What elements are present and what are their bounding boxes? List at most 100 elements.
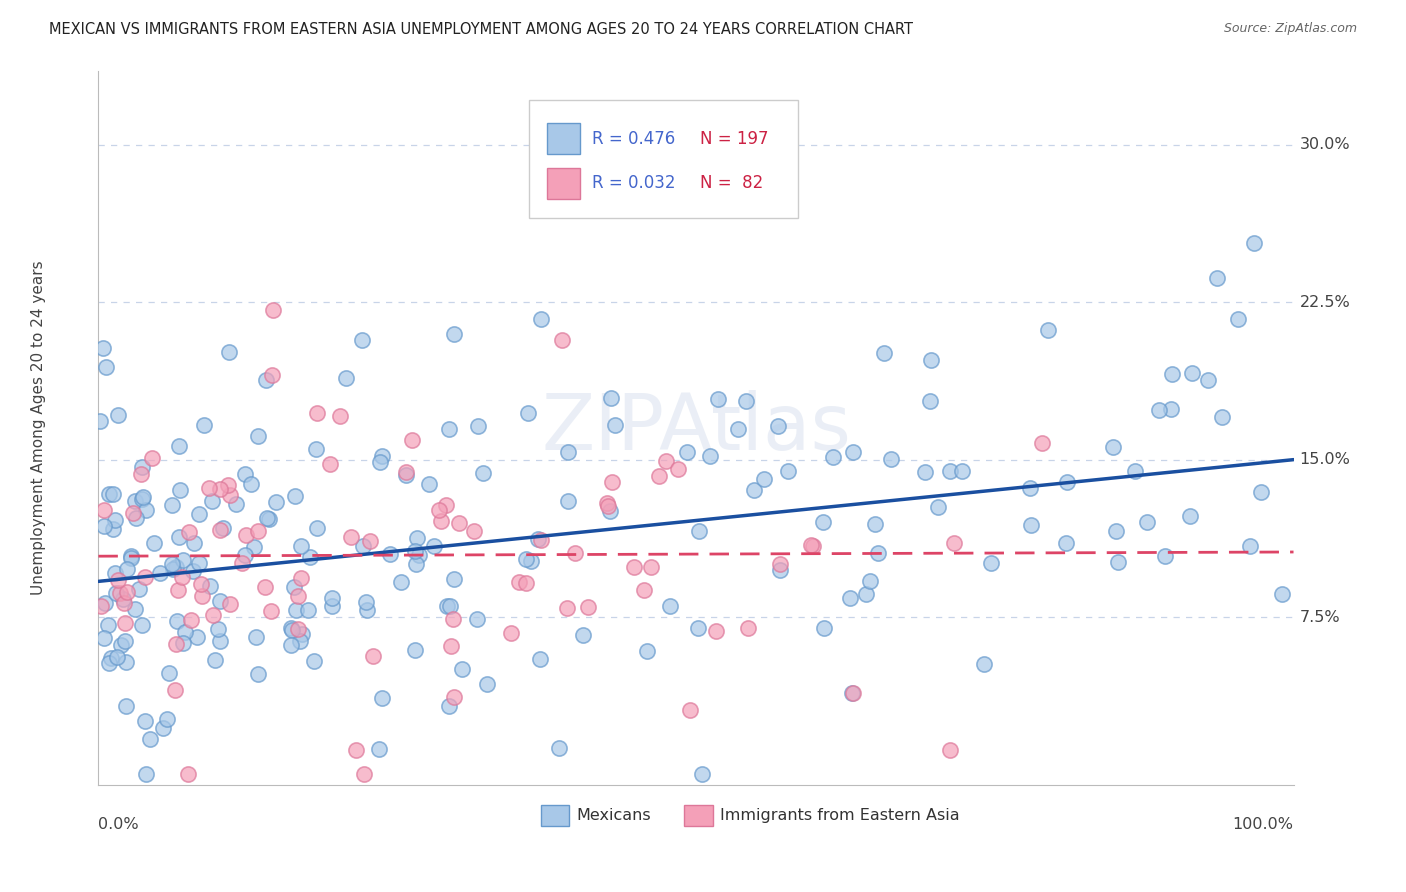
Point: [742, 483, 765, 497]
Point: [547, 741, 569, 756]
Point: [529, 652, 551, 666]
Point: [530, 533, 553, 547]
Point: [391, 574, 413, 589]
Point: [319, 457, 342, 471]
Point: [115, 698, 138, 713]
Point: [104, 585, 127, 599]
Point: [110, 638, 132, 652]
Point: [368, 742, 391, 756]
Point: [167, 582, 190, 597]
Point: [655, 454, 678, 468]
Text: R = 0.032: R = 0.032: [592, 174, 675, 192]
Point: [555, 600, 578, 615]
Point: [128, 582, 150, 596]
Point: [111, 592, 134, 607]
Point: [1227, 312, 1250, 326]
Point: [280, 623, 302, 637]
Point: [1123, 464, 1146, 478]
Point: [107, 573, 129, 587]
Point: [859, 574, 882, 588]
Point: [135, 503, 157, 517]
Point: [443, 572, 465, 586]
Point: [576, 599, 599, 614]
Point: [1019, 518, 1042, 533]
Point: [97, 487, 120, 501]
Point: [93, 631, 115, 645]
Point: [596, 500, 619, 514]
Text: Mexicans: Mexicans: [576, 808, 651, 823]
Point: [686, 621, 709, 635]
Point: [162, 562, 184, 576]
Point: [927, 500, 949, 515]
Point: [167, 439, 190, 453]
Point: [855, 586, 877, 600]
Point: [557, 494, 579, 508]
Point: [841, 686, 863, 700]
Point: [1206, 271, 1229, 285]
Point: [165, 637, 187, 651]
Text: MEXICAN VS IMMIGRANTS FROM EASTERN ASIA UNEMPLOYMENT AMONG AGES 20 TO 24 YEARS C: MEXICAN VS IMMIGRANTS FROM EASTERN ASIA …: [49, 22, 914, 37]
Point: [557, 444, 579, 458]
Point: [329, 409, 352, 423]
Point: [395, 465, 418, 479]
Point: [572, 628, 595, 642]
Point: [1239, 539, 1261, 553]
Point: [737, 621, 759, 635]
Point: [938, 464, 960, 478]
Point: [980, 556, 1002, 570]
Point: [290, 570, 312, 584]
Point: [873, 345, 896, 359]
Point: [89, 415, 111, 429]
Point: [471, 466, 494, 480]
Point: [636, 644, 658, 658]
Point: [157, 666, 180, 681]
Point: [838, 591, 860, 606]
Point: [254, 373, 277, 387]
Point: [304, 654, 326, 668]
Point: [212, 521, 235, 535]
Point: [603, 417, 626, 432]
Point: [131, 467, 153, 481]
Point: [101, 487, 124, 501]
Point: [973, 657, 995, 671]
Point: [114, 634, 136, 648]
Point: [866, 546, 889, 560]
Point: [517, 406, 540, 420]
Point: [1147, 403, 1170, 417]
Point: [477, 676, 499, 690]
Point: [648, 468, 671, 483]
Point: [112, 596, 135, 610]
Point: [1104, 524, 1126, 538]
Point: [183, 564, 205, 578]
Point: [813, 622, 835, 636]
Point: [752, 472, 775, 486]
Text: Unemployment Among Ages 20 to 24 years: Unemployment Among Ages 20 to 24 years: [31, 260, 46, 596]
Point: [114, 655, 136, 669]
Point: [863, 516, 886, 531]
Point: [599, 391, 621, 405]
Point: [218, 345, 240, 359]
Point: [305, 521, 328, 535]
Point: [204, 653, 226, 667]
Point: [283, 580, 305, 594]
Point: [233, 548, 256, 562]
Point: [188, 507, 211, 521]
Point: [134, 570, 156, 584]
Point: [880, 452, 903, 467]
Point: [690, 767, 713, 781]
Point: [530, 312, 553, 326]
Point: [165, 683, 187, 698]
Point: [101, 522, 124, 536]
Point: [98, 657, 121, 671]
Point: [361, 648, 384, 663]
Point: [623, 560, 645, 574]
Point: [1161, 367, 1184, 381]
Point: [418, 476, 440, 491]
Point: [166, 560, 188, 574]
Point: [943, 536, 966, 550]
Point: [1211, 409, 1233, 424]
Point: [769, 563, 792, 577]
Point: [339, 530, 361, 544]
Point: [449, 516, 471, 530]
Point: [352, 539, 374, 553]
